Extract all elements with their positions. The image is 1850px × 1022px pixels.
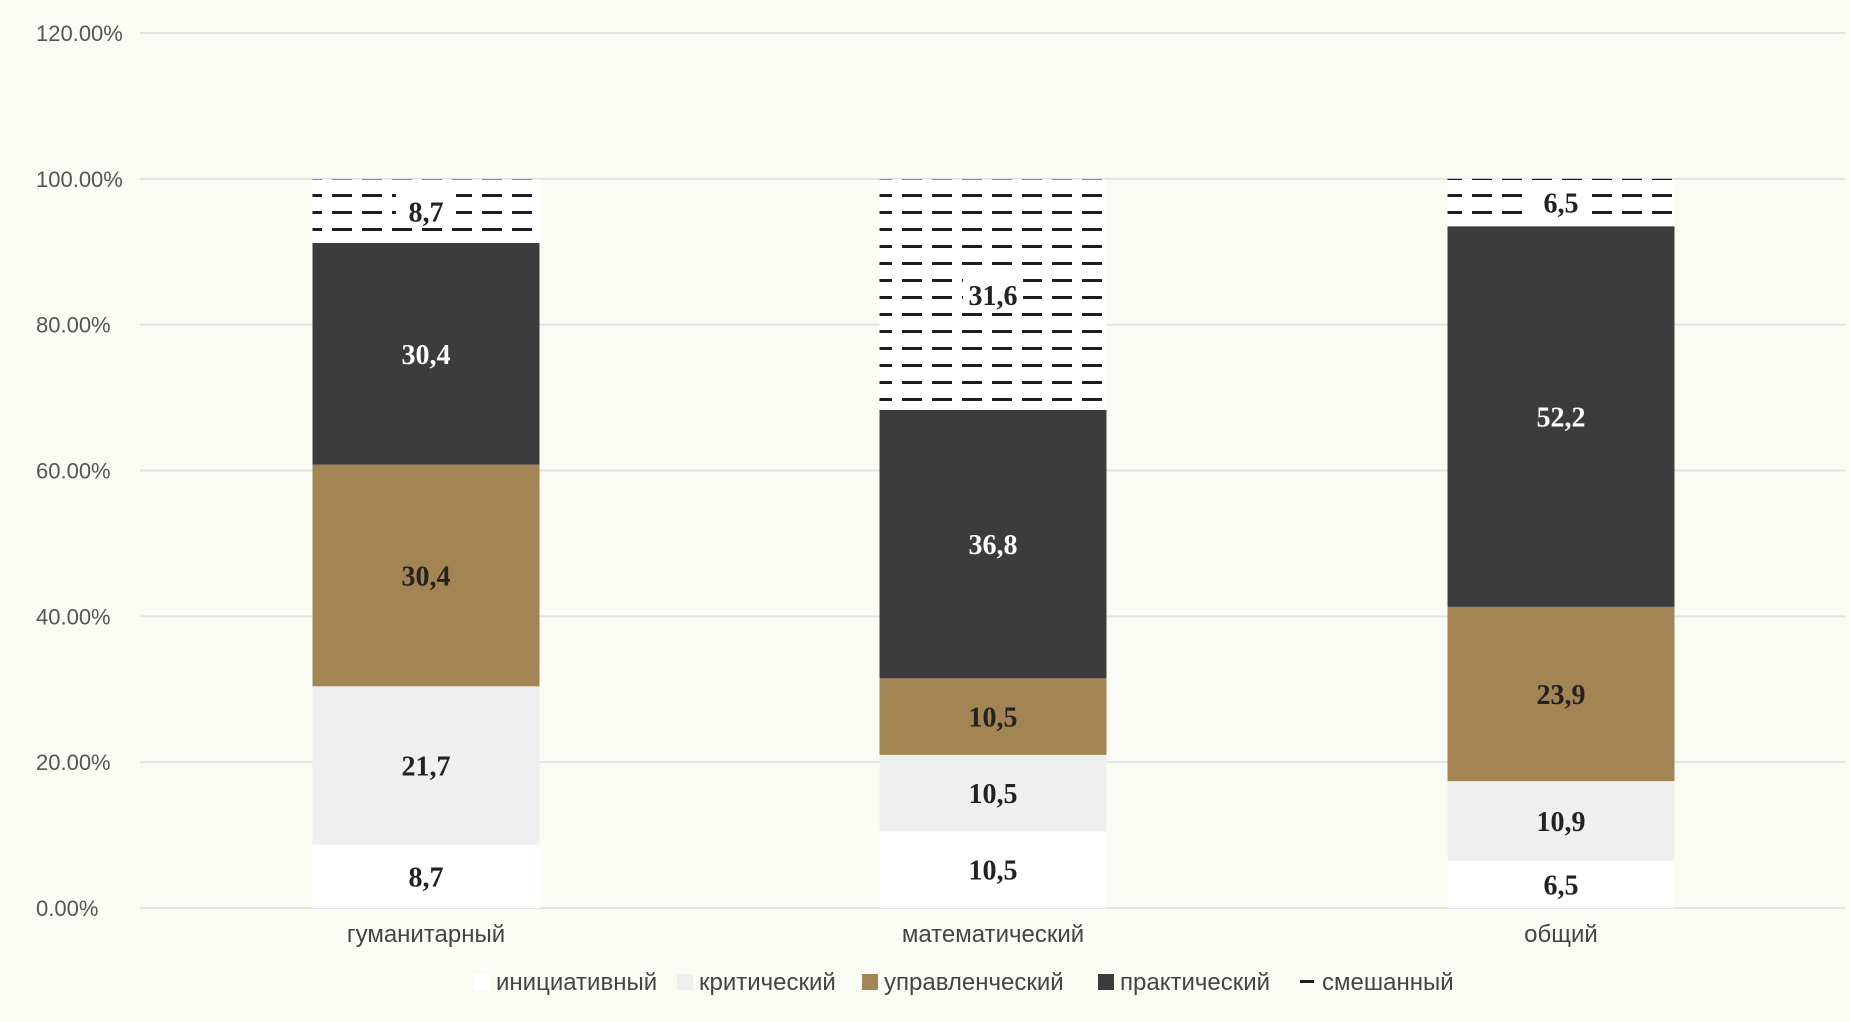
bar-segment-4 [312, 243, 540, 465]
legend-swatch [1300, 980, 1314, 983]
data-labels: 8,7 21,7 30,4 30,4 8,7 10,5 10,5 10,5 36,8 31,6 6,… [396, 184, 1591, 901]
y-tick-label: 0.00% [36, 896, 98, 921]
bar-segment-1 [312, 844, 540, 908]
y-tick-label: 100.00% [36, 167, 123, 192]
data-label: 6,5 [1544, 870, 1579, 901]
bar-segment-1 [879, 831, 1107, 908]
x-category-label: математический [902, 921, 1084, 948]
bar-segment-1 [1447, 860, 1675, 908]
legend-label: управленческий [884, 969, 1064, 996]
y-axis: 0.00% 20.00% 40.00% 60.00% 80.00% 100.00% 120.… [36, 21, 123, 921]
legend-swatch [677, 974, 693, 990]
data-label: 21,7 [402, 751, 451, 782]
data-label: 36,8 [969, 530, 1018, 561]
bar-segment-2 [1447, 781, 1675, 861]
label-background [1531, 184, 1591, 217]
x-axis: гуманитарный математический общий [347, 921, 1598, 948]
y-tick-label: 20.00% [36, 750, 111, 775]
data-label: 10,9 [1537, 807, 1586, 838]
bar-segment-3 [1447, 606, 1675, 782]
data-label: 6,5 [1544, 189, 1579, 220]
legend-label: смешанный [1322, 969, 1454, 996]
data-label: 52,2 [1537, 403, 1586, 434]
data-label: 23,9 [1537, 680, 1586, 711]
data-label: 10,5 [969, 779, 1018, 810]
y-tick-label: 120.00% [36, 21, 123, 46]
bar-segment-2 [879, 754, 1107, 832]
data-label: 10,5 [969, 856, 1018, 887]
data-label: 30,4 [402, 562, 451, 593]
legend-swatch [1098, 974, 1114, 990]
bar-segment-2 [312, 686, 540, 845]
bar-segment-4 [879, 409, 1107, 679]
bars [312, 178, 1675, 908]
data-label: 8,7 [409, 197, 444, 228]
legend-swatch [862, 974, 878, 990]
x-category-label: общий [1524, 921, 1598, 948]
y-tick-label: 80.00% [36, 313, 111, 338]
legend-label: инициативный [496, 969, 657, 996]
data-label: 30,4 [402, 340, 451, 371]
data-label: 8,7 [409, 862, 444, 893]
legend: инициативный критический управленческий пра… [474, 969, 1454, 996]
legend-label: практический [1120, 969, 1270, 996]
x-category-label: гуманитарный [347, 921, 505, 948]
data-label: 10,5 [969, 703, 1018, 734]
data-label: 31,6 [969, 281, 1018, 312]
y-tick-label: 40.00% [36, 604, 111, 629]
legend-swatch [474, 974, 490, 990]
bar-segment-3 [312, 464, 540, 687]
bar-segment-3 [879, 678, 1107, 755]
label-background [396, 193, 456, 226]
y-tick-label: 60.00% [36, 459, 111, 484]
legend-label: критический [699, 969, 836, 996]
label-background [963, 276, 1023, 309]
bar-segment-4 [1447, 226, 1675, 607]
